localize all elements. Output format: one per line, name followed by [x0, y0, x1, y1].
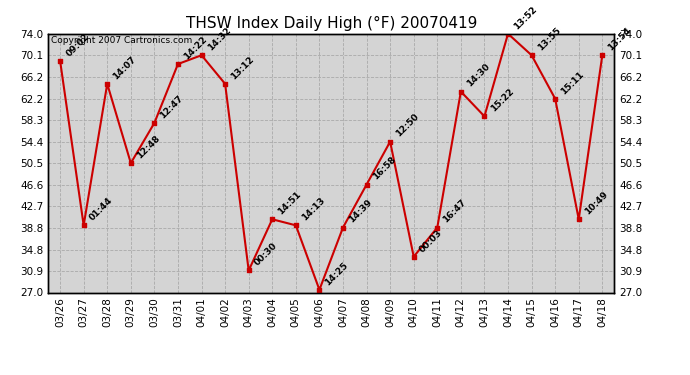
Text: 14:22: 14:22	[182, 34, 209, 61]
Point	[573, 216, 584, 222]
Point	[526, 52, 537, 58]
Point	[314, 287, 325, 293]
Point	[267, 216, 278, 222]
Point	[149, 120, 160, 126]
Point	[78, 222, 89, 228]
Point	[597, 52, 608, 58]
Point	[196, 52, 207, 58]
Title: THSW Index Daily High (°F) 20070419: THSW Index Daily High (°F) 20070419	[186, 16, 477, 31]
Text: 01:44: 01:44	[88, 196, 115, 222]
Text: 00:30: 00:30	[253, 242, 279, 268]
Text: 13:55: 13:55	[535, 26, 562, 53]
Point	[502, 31, 513, 37]
Point	[361, 182, 372, 188]
Point	[126, 160, 137, 166]
Text: 14:13: 14:13	[300, 196, 326, 222]
Text: 13:54: 13:54	[607, 26, 633, 53]
Text: 10:49: 10:49	[583, 190, 609, 216]
Text: 16:58: 16:58	[371, 155, 397, 182]
Point	[455, 88, 466, 94]
Text: 14:25: 14:25	[324, 260, 351, 287]
Point	[219, 81, 230, 87]
Text: 14:32: 14:32	[206, 26, 233, 53]
Point	[550, 96, 561, 102]
Text: 09:02: 09:02	[64, 32, 91, 58]
Text: Copyright 2007 Cartronics.com: Copyright 2007 Cartronics.com	[51, 36, 193, 45]
Point	[408, 254, 420, 260]
Text: 14:07: 14:07	[111, 54, 138, 81]
Text: 00:03: 00:03	[418, 228, 444, 254]
Point	[101, 81, 112, 87]
Point	[55, 58, 66, 64]
Text: 12:47: 12:47	[159, 93, 186, 120]
Point	[172, 61, 184, 67]
Text: 14:51: 14:51	[277, 190, 303, 216]
Point	[243, 267, 254, 273]
Point	[432, 225, 443, 231]
Point	[290, 222, 302, 228]
Point	[479, 113, 490, 119]
Text: 12:48: 12:48	[135, 134, 161, 160]
Text: 15:11: 15:11	[560, 69, 586, 96]
Text: 15:22: 15:22	[489, 87, 515, 114]
Text: 14:30: 14:30	[465, 62, 492, 89]
Text: 12:50: 12:50	[394, 112, 421, 139]
Text: 16:47: 16:47	[442, 198, 469, 225]
Text: 14:39: 14:39	[347, 198, 374, 225]
Text: 13:52: 13:52	[512, 4, 539, 31]
Text: 13:12: 13:12	[229, 54, 256, 81]
Point	[384, 139, 395, 145]
Point	[337, 225, 348, 231]
